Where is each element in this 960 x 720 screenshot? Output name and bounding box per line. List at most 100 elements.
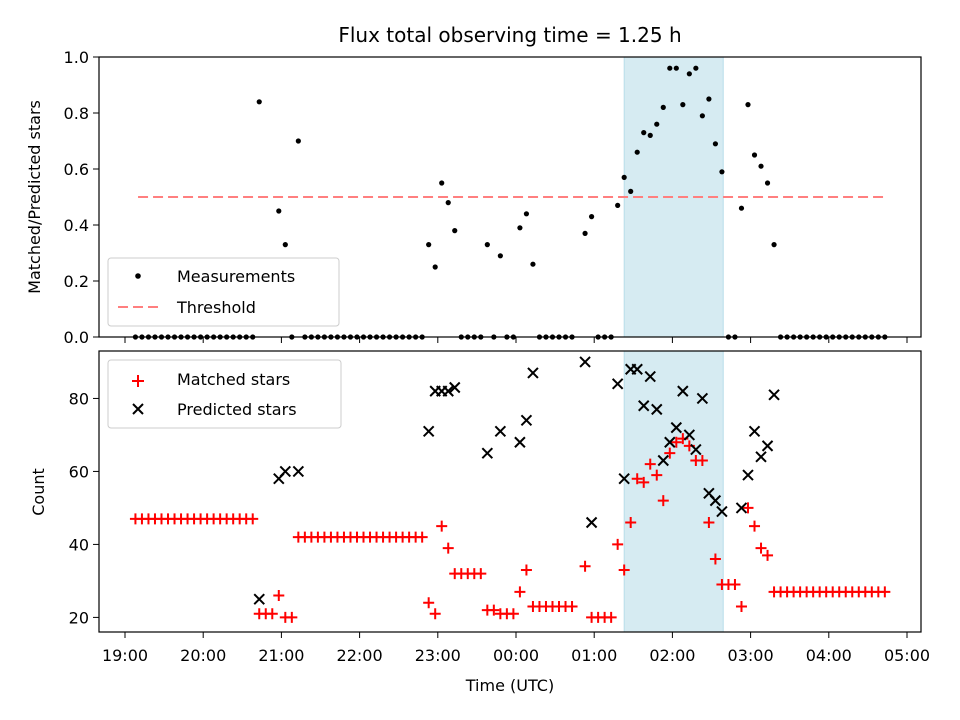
- x-tick-label: 00:00: [493, 646, 539, 665]
- measurement-point: [295, 138, 301, 144]
- predicted-star-point: [768, 389, 780, 401]
- measurement-point: [738, 205, 745, 211]
- measurement-point: [497, 253, 503, 259]
- measurement-point: [680, 102, 686, 108]
- matched-star-point: [429, 608, 441, 620]
- measurement-point: [647, 132, 653, 138]
- measurement-point: [745, 102, 751, 108]
- legend-threshold-label: Threshold: [176, 298, 256, 317]
- predicted-star-point: [683, 429, 696, 441]
- measurement-point: [719, 169, 725, 175]
- legend-predicted-marker: [132, 403, 144, 415]
- predicted-star-point: [638, 400, 650, 412]
- matched-star-points: [129, 433, 891, 623]
- chart-title: Flux total observing time = 1.25 h: [338, 23, 681, 47]
- top-y-tick-label: 0.6: [64, 160, 89, 179]
- bottom-y-tick-label: 60: [69, 462, 89, 481]
- x-tick-label: 22:00: [337, 646, 383, 665]
- predicted-star-point: [585, 516, 598, 529]
- predicted-star-point: [644, 370, 656, 383]
- matched-star-point: [266, 608, 278, 620]
- measurement-point: [615, 202, 621, 208]
- matched-star-point: [729, 579, 741, 591]
- predicted-star-point: [664, 436, 676, 448]
- predicted-star-point: [253, 593, 265, 605]
- top-panel: 0.0 0.2 0.4 0.6 0.8 1.0 Matched/Predicted sta…: [25, 48, 922, 347]
- x-tick-label: 04:00: [806, 646, 852, 665]
- matched-star-point: [657, 495, 669, 507]
- predicted-star-point: [618, 473, 630, 485]
- predicted-star-point: [481, 447, 494, 459]
- predicted-star-point: [755, 451, 767, 463]
- matched-star-point: [644, 458, 656, 470]
- measurement-point: [282, 242, 288, 248]
- matched-star-point: [488, 604, 500, 616]
- legend-matched-marker: [132, 375, 144, 387]
- matched-star-point: [651, 469, 663, 481]
- predicted-star-point: [690, 443, 702, 456]
- matched-star-point: [762, 549, 774, 561]
- bottom-panel: 20 40 60 80 19:00 20:00 21:00 22:00 23:00 00:00 0…: [29, 350, 930, 695]
- top-y-tick-label: 0.8: [64, 104, 89, 123]
- measurement-point: [751, 152, 758, 158]
- measurement-point: [699, 113, 705, 119]
- matched-star-point: [618, 564, 630, 576]
- measurement-point: [654, 121, 660, 127]
- predicted-star-point: [514, 436, 526, 448]
- top-y-axis-label: Matched/Predicted stars: [25, 100, 44, 294]
- predicted-star-point: [748, 425, 761, 437]
- measurement-point: [628, 188, 634, 194]
- predicted-star-point: [761, 440, 774, 452]
- measurement-point: [667, 65, 673, 71]
- matched-star-point: [612, 538, 624, 550]
- predicted-star-point: [520, 414, 533, 427]
- matched-star-point: [709, 553, 721, 565]
- measurement-point: [621, 174, 627, 180]
- top-y-tick-label: 0.2: [64, 272, 89, 291]
- matched-star-point: [566, 600, 578, 612]
- top-legend-box: [107, 257, 340, 327]
- matched-star-point: [735, 600, 747, 612]
- bottom-y-tick-label: 20: [69, 608, 89, 627]
- predicted-star-point: [292, 465, 305, 478]
- measurement-point: [588, 214, 595, 220]
- matched-star-point: [436, 520, 448, 532]
- top-y-tick-label: 0.4: [64, 216, 89, 235]
- bottom-y-ticks: 20 40 60 80: [69, 389, 99, 627]
- measurement-point: [276, 208, 282, 214]
- x-tick-label: 05:00: [884, 646, 930, 665]
- predicted-star-point: [611, 378, 624, 390]
- measurement-point: [764, 180, 771, 186]
- matched-star-point: [631, 473, 643, 485]
- matched-star-point: [879, 586, 891, 598]
- bottom-legend-box: [107, 359, 342, 429]
- matched-star-point: [638, 476, 650, 488]
- top-x-ticks: [124, 337, 908, 343]
- top-legend: Measurements Threshold: [107, 257, 340, 327]
- predicted-star-point: [716, 505, 728, 518]
- legend-measurements-label: Measurements: [177, 267, 295, 286]
- matched-star-point: [286, 611, 298, 623]
- predicted-star-point: [279, 465, 292, 478]
- measurement-point: [517, 225, 523, 231]
- measurement-point: [706, 96, 712, 102]
- x-tick-label: 19:00: [102, 646, 148, 665]
- matched-star-point: [703, 517, 715, 529]
- measurement-point: [523, 211, 530, 217]
- matched-star-point: [749, 520, 761, 532]
- measurement-point: [484, 242, 490, 248]
- predicted-star-point: [696, 392, 709, 405]
- x-axis-label: Time (UTC): [465, 676, 554, 695]
- matched-star-point: [442, 542, 454, 554]
- measurement-point: [712, 141, 719, 147]
- matched-star-point: [416, 531, 428, 543]
- measurement-point: [530, 261, 536, 267]
- measurement-point: [758, 163, 764, 169]
- predicted-star-point: [449, 381, 461, 394]
- legend-measurement-marker: [135, 273, 141, 279]
- predicted-star-point: [442, 385, 454, 397]
- x-tick-label: 01:00: [571, 646, 617, 665]
- matched-star-point: [273, 590, 285, 602]
- measurement-point: [660, 104, 666, 110]
